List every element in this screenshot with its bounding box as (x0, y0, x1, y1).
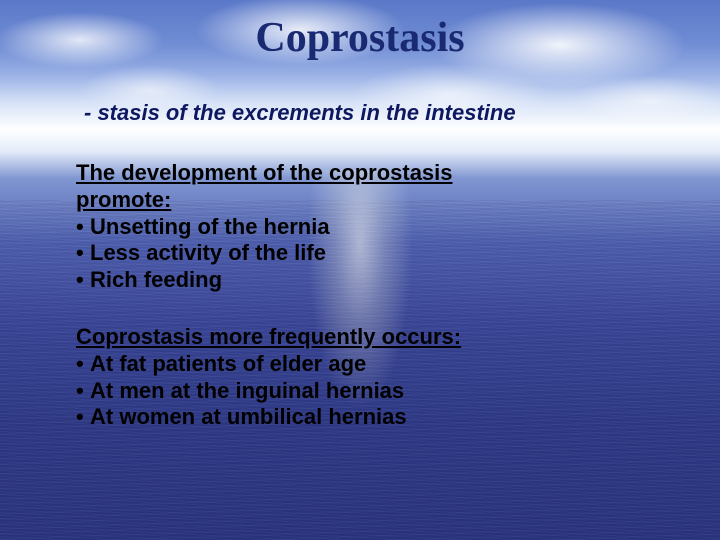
bullet-icon: • (76, 378, 90, 405)
section-1: The development of the coprostasis promo… (76, 160, 656, 294)
section-1-item: •Unsetting of the hernia (76, 214, 656, 241)
bullet-icon: • (76, 404, 90, 431)
section-1-item: •Rich feeding (76, 267, 656, 294)
slide-content: Coprostasis - stasis of the excrements i… (0, 0, 720, 540)
section-1-item-text: Unsetting of the hernia (90, 214, 330, 239)
section-1-header-line2: promote: (76, 187, 656, 214)
section-2-item-text: At men at the inguinal hernias (90, 378, 404, 403)
section-1-item: •Less activity of the life (76, 240, 656, 267)
bullet-icon: • (76, 267, 90, 294)
section-2-header: Coprostasis more frequently occurs: (76, 324, 656, 351)
slide-title: Coprostasis (0, 14, 720, 62)
section-2-item: •At fat patients of elder age (76, 351, 656, 378)
section-2-item: •At women at umbilical hernias (76, 404, 656, 431)
slide-subtitle: - stasis of the excrements in the intest… (84, 100, 516, 126)
slide-background: Coprostasis - stasis of the excrements i… (0, 0, 720, 540)
section-1-item-text: Less activity of the life (90, 240, 326, 265)
section-2-item-text: At fat patients of elder age (90, 351, 366, 376)
section-2-item-text: At women at umbilical hernias (90, 404, 407, 429)
section-2: Coprostasis more frequently occurs: •At … (76, 324, 656, 431)
bullet-icon: • (76, 214, 90, 241)
section-1-item-text: Rich feeding (90, 267, 222, 292)
section-1-header-line1: The development of the coprostasis (76, 160, 656, 187)
bullet-icon: • (76, 351, 90, 378)
bullet-icon: • (76, 240, 90, 267)
section-2-item: •At men at the inguinal hernias (76, 378, 656, 405)
